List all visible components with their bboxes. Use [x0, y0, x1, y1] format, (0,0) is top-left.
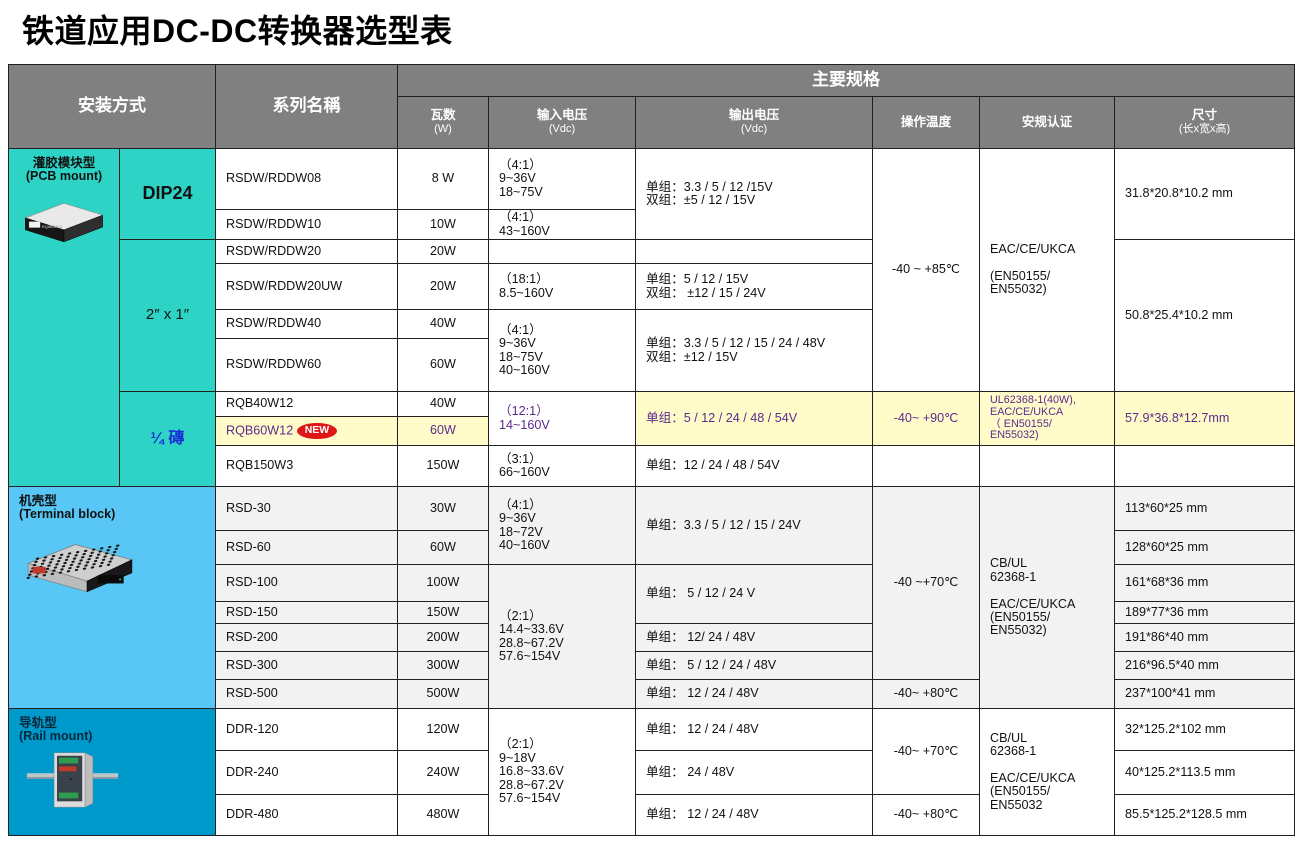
- svg-text:RQ860W12: RQ860W12: [42, 224, 63, 229]
